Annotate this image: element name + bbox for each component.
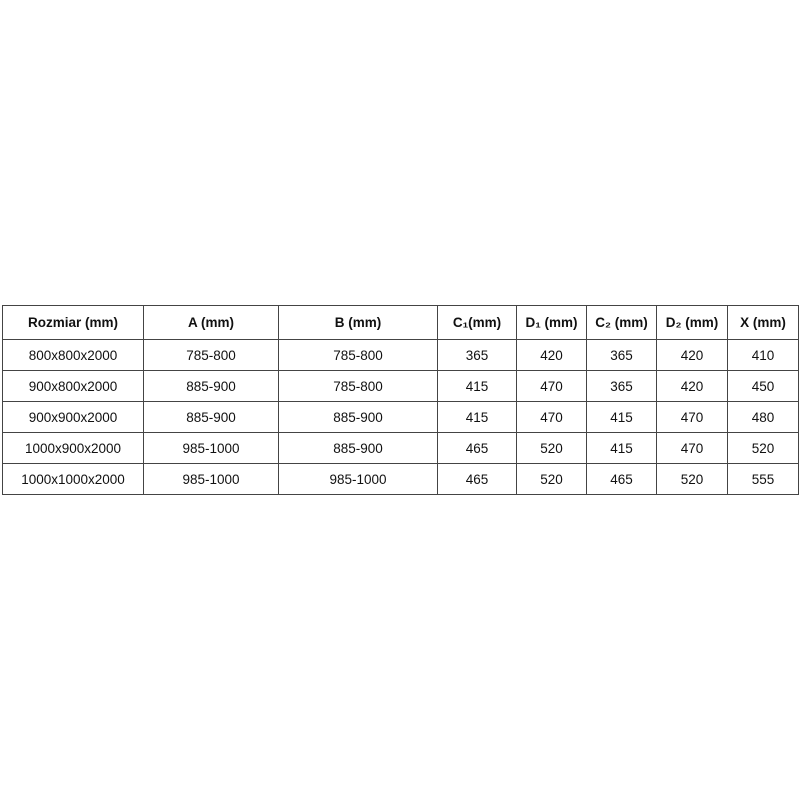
table-cell: 470	[656, 432, 728, 464]
table-cell: 885-900	[278, 432, 438, 464]
table-cell: 420	[656, 339, 728, 371]
table-cell: 415	[437, 370, 517, 402]
column-header: Rozmiar (mm)	[2, 305, 144, 340]
table-cell: 520	[656, 463, 728, 495]
column-header: X (mm)	[727, 305, 799, 340]
table-cell: 415	[586, 401, 657, 433]
table-cell: 420	[516, 339, 587, 371]
table-cell: 420	[656, 370, 728, 402]
table-cell: 410	[727, 339, 799, 371]
dimensions-table: Rozmiar (mm) A (mm) B (mm) C₁(mm) D₁ (mm) C₂ …	[2, 305, 799, 495]
table-cell: 985-1000	[278, 463, 438, 495]
table-cell: 785-800	[143, 339, 279, 371]
table-cell: 470	[656, 401, 728, 433]
table-cell: 985-1000	[143, 432, 279, 464]
table-row: 1000x1000x2000 985-1000 985-1000 465 520 465 5…	[2, 463, 799, 495]
table-row: 900x800x2000 885-900 785-800 415 470 365 420 45…	[2, 370, 799, 402]
table-cell: 1000x900x2000	[2, 432, 144, 464]
table-cell: 520	[516, 432, 587, 464]
table-cell: 985-1000	[143, 463, 279, 495]
table-cell: 785-800	[278, 370, 438, 402]
table-cell: 365	[586, 339, 657, 371]
column-header: C₁(mm)	[437, 305, 517, 340]
table-cell: 465	[437, 432, 517, 464]
table-cell: 900x900x2000	[2, 401, 144, 433]
table-cell: 365	[586, 370, 657, 402]
table-cell: 885-900	[143, 370, 279, 402]
table-cell: 450	[727, 370, 799, 402]
table-cell: 900x800x2000	[2, 370, 144, 402]
column-header: C₂ (mm)	[586, 305, 657, 340]
table-cell: 465	[586, 463, 657, 495]
table-cell: 415	[437, 401, 517, 433]
table-cell: 885-900	[143, 401, 279, 433]
column-header: D₁ (mm)	[516, 305, 587, 340]
table-cell: 785-800	[278, 339, 438, 371]
table-row: 1000x900x2000 985-1000 885-900 465 520 415 470…	[2, 432, 799, 464]
table-cell: 470	[516, 401, 587, 433]
table-cell: 470	[516, 370, 587, 402]
table-cell: 415	[586, 432, 657, 464]
table-row: 900x900x2000 885-900 885-900 415 470 415 470 48…	[2, 401, 799, 433]
column-header: B (mm)	[278, 305, 438, 340]
table-cell: 800x800x2000	[2, 339, 144, 371]
table-cell: 520	[516, 463, 587, 495]
column-header: A (mm)	[143, 305, 279, 340]
table-cell: 1000x1000x2000	[2, 463, 144, 495]
table-cell: 520	[727, 432, 799, 464]
header-row: Rozmiar (mm) A (mm) B (mm) C₁(mm) D₁ (mm) C₂ …	[2, 305, 799, 340]
table-cell: 365	[437, 339, 517, 371]
table-cell: 885-900	[278, 401, 438, 433]
table-cell: 555	[727, 463, 799, 495]
column-header: D₂ (mm)	[656, 305, 728, 340]
table-cell: 480	[727, 401, 799, 433]
table-row: 800x800x2000 785-800 785-800 365 420 365 420 41…	[2, 339, 799, 371]
table-cell: 465	[437, 463, 517, 495]
